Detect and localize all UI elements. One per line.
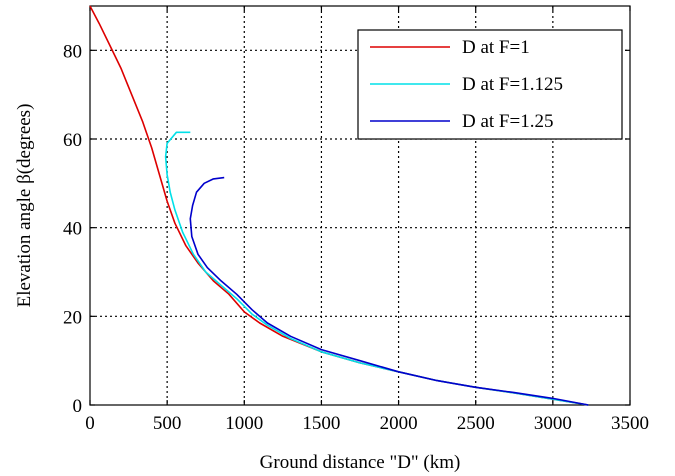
- y-tick-label: 0: [73, 396, 83, 417]
- legend-label-1: D at F=1: [462, 37, 530, 58]
- x-tick-label: 2000: [380, 413, 418, 434]
- legend: D at F=1 D at F=1.125 D at F=1.25: [357, 29, 623, 140]
- series-group: [89, 5, 589, 406]
- x-tick-label: 0: [85, 413, 95, 434]
- legend-label-3: D at F=1.25: [462, 111, 553, 132]
- axis-ticks: 0 500 1000 1500 2000 2500 3000 3500 0 20 40 60 80: [63, 6, 649, 434]
- series-line-3: [189, 176, 589, 406]
- y-tick-label: 80: [63, 41, 82, 62]
- x-tick-label: 1000: [225, 413, 263, 434]
- x-axis-label: Ground distance "D" (km): [260, 452, 461, 473]
- x-tick-label: 3000: [534, 413, 572, 434]
- x-tick-label: 1500: [302, 413, 340, 434]
- x-tick-label: 2500: [457, 413, 495, 434]
- x-tick-label: 3500: [611, 413, 649, 434]
- x-tick-label: 500: [153, 413, 182, 434]
- y-tick-label: 60: [63, 130, 82, 151]
- plot-area-frame: [89, 5, 631, 406]
- y-axis-label: Elevation angle β(degrees): [14, 104, 35, 308]
- y-tick-label: 20: [63, 307, 82, 328]
- y-tick-label: 40: [63, 219, 82, 240]
- legend-label-2: D at F=1.125: [462, 74, 563, 95]
- series-line-2: [164, 131, 589, 406]
